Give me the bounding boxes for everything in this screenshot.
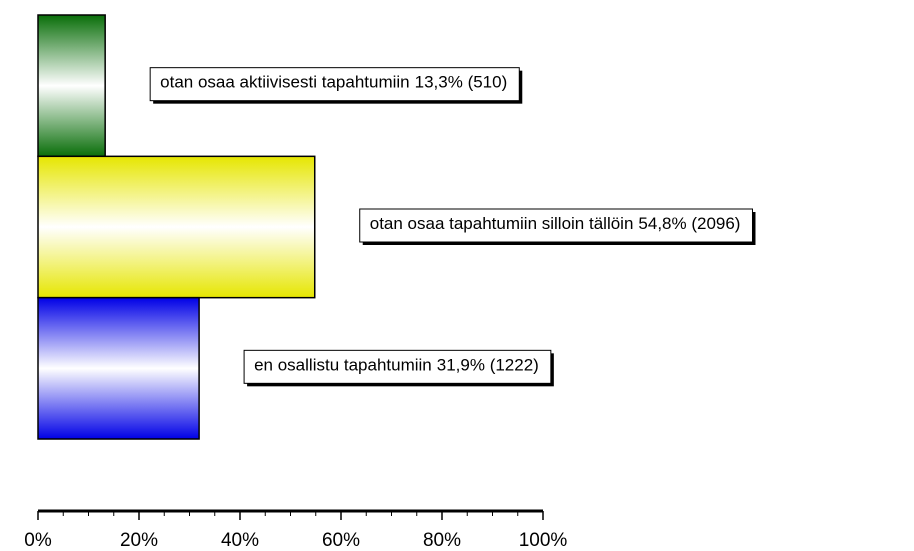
category-label: otan osaa aktiivisesti tapahtumiin xyxy=(160,73,409,92)
bar xyxy=(37,14,106,158)
x-tick-label: 20% xyxy=(120,530,158,551)
data-label: en osallistu tapahtumiin 31,9% (1222) xyxy=(243,349,554,387)
label-box xyxy=(359,208,753,243)
value-label: 54,8% (2096) xyxy=(638,214,740,233)
data-label: otan osaa tapahtumiin silloin tällöin 54,… xyxy=(359,208,756,245)
label-box xyxy=(243,349,552,384)
data-label-text: otan osaa tapahtumiin silloin tällöin 54,… xyxy=(370,214,741,233)
bar xyxy=(37,296,200,440)
x-tick-label: 100% xyxy=(519,530,568,551)
x-tick-label: 0% xyxy=(24,530,52,551)
value-label: 13,3% (510) xyxy=(415,73,508,92)
x-tick-label: 60% xyxy=(322,530,360,551)
x-tick-label: 40% xyxy=(221,530,259,551)
category-label: en osallistu tapahtumiin xyxy=(254,356,432,375)
bar xyxy=(37,155,316,299)
category-label: otan osaa tapahtumiin silloin tällöin xyxy=(370,214,634,233)
label-box xyxy=(149,67,520,102)
value-label: 31,9% (1222) xyxy=(437,356,539,375)
x-tick-label: 80% xyxy=(423,530,461,551)
data-label-text: otan osaa aktiivisesti tapahtumiin 13,3% … xyxy=(160,73,507,92)
data-label-text: en osallistu tapahtumiin 31,9% (1222) xyxy=(254,356,539,375)
data-label: otan osaa aktiivisesti tapahtumiin 13,3% … xyxy=(149,67,523,104)
